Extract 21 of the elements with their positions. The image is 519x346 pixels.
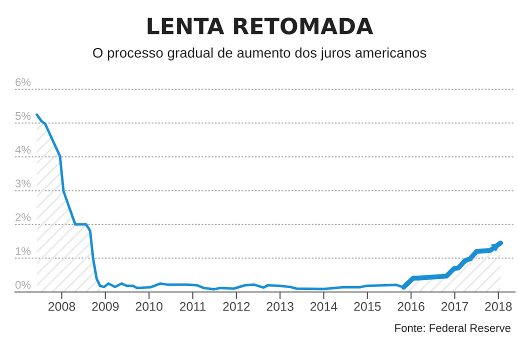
- x-tick-label: 2014: [310, 302, 338, 311]
- x-tick-label: 2017: [441, 302, 468, 311]
- x-tick-label: 2012: [223, 302, 250, 311]
- y-tick-label: 3%: [15, 180, 31, 188]
- chart-subtitle: O processo gradual de aumento dos juros americanos: [93, 48, 426, 60]
- y-tick-label: 4%: [15, 146, 31, 154]
- x-tick-label: 2015: [354, 302, 381, 311]
- y-tick-label: 6%: [16, 78, 31, 86]
- source-note: Fonte: Federal Reserve: [395, 324, 511, 332]
- x-tick-label: 2008: [48, 302, 76, 311]
- x-tick-label: 2010: [136, 302, 162, 311]
- x-tick-label: 2011: [180, 302, 206, 311]
- y-tick-label: 5%: [15, 112, 31, 120]
- y-tick-label: 2%: [16, 213, 31, 222]
- chart-title: LENTA RETOMADA: [148, 18, 374, 34]
- y-tick-label: 0%: [15, 280, 31, 289]
- x-tick-label: 2016: [398, 302, 424, 311]
- x-tick-label: 2018: [485, 302, 512, 311]
- x-tick-label: 2013: [266, 302, 294, 311]
- x-tick-label: 2009: [92, 302, 119, 311]
- y-tick-label: 1%: [16, 247, 31, 255]
